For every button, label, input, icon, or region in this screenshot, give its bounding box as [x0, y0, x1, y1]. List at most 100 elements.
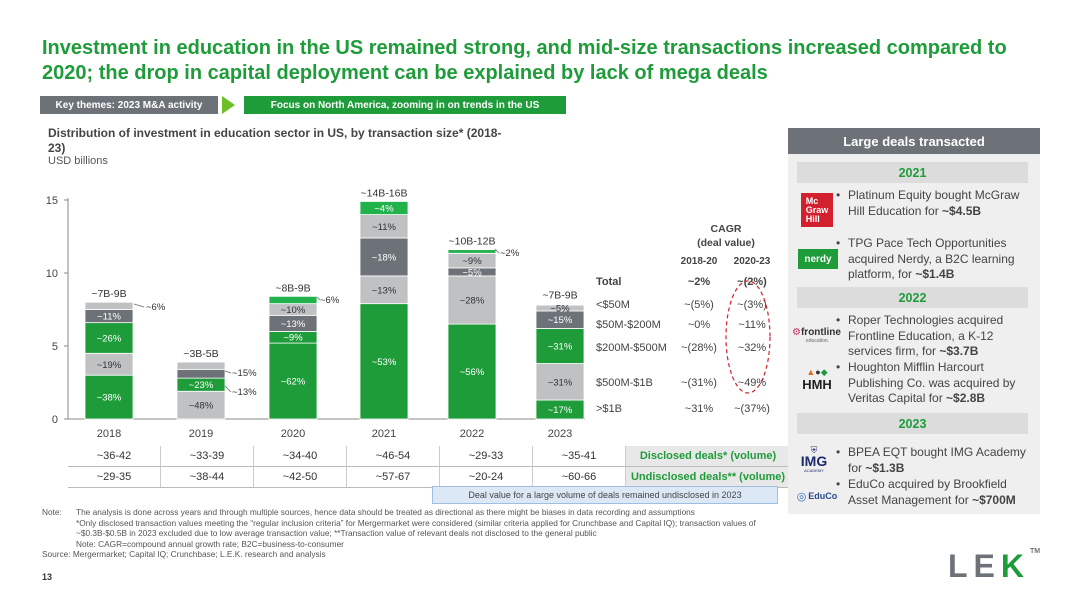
total-label: ~3B-5B [183, 348, 218, 360]
segment-label: ~11% [372, 222, 396, 233]
highlight-ellipse [725, 280, 771, 394]
bar-segment [359, 275, 409, 305]
segment-label: ~19% [97, 360, 122, 371]
y-tick-label: 15 [46, 195, 58, 207]
bar-segment [535, 304, 585, 312]
cagr-row-label: Total [596, 276, 621, 288]
segment-label: ~18% [372, 252, 397, 263]
bar-segment [268, 295, 318, 305]
deal-table-row-label: Undisclosed deals** (volume) [625, 466, 790, 488]
leader-line [494, 248, 500, 254]
educo-logo: ◎ EduCo [796, 490, 838, 503]
source-line: Source: Mergermarket; Capital IQ; Crunch… [42, 549, 326, 560]
deal-table-row: ~29-35 ~38-44 ~42-50 ~57-67 ~20-24 ~60-66 Undi… [68, 466, 790, 488]
segment-label: ~15% [548, 315, 573, 326]
cagr-row-label: >$1B [596, 403, 622, 415]
segment-label: ~23% [189, 380, 214, 391]
frontline-mark-icon: ⚙ [792, 327, 801, 338]
deal-table-cell: ~38-44 [160, 466, 254, 488]
y-tick-label: 5 [52, 341, 58, 353]
x-tick-label: 2020 [281, 428, 305, 440]
y-tick-label: 0 [52, 414, 58, 426]
x-tick-label: 2023 [548, 428, 572, 440]
segment-label: ~13% [372, 285, 397, 296]
undisclosed-callout: Deal value for a large volume of deals r… [432, 486, 778, 504]
total-label: ~7B-9B [542, 290, 577, 302]
deal-table-row-label: Disclosed deals* (volume) [625, 446, 790, 467]
cagr-value: ~(37%) [734, 403, 770, 415]
bar-segment [84, 374, 134, 420]
cagr-period: 2018-20 [681, 256, 718, 267]
segment-label: ~13% [281, 319, 306, 330]
segment-label: ~53% [372, 357, 397, 368]
tracker-step-focus: Focus on North America, zooming in on tr… [244, 96, 566, 114]
segment-label: ~5% [462, 267, 482, 278]
cagr-value: ~2% [688, 276, 711, 288]
total-label: ~14B-16B [361, 187, 408, 199]
x-tick-label: 2019 [189, 428, 213, 440]
deal-table-row: ~36-42 ~33-39 ~34-40 ~46-54 ~29-33 ~35-41 Disc… [68, 446, 790, 467]
segment-label: ~31% [548, 377, 573, 388]
segment-label-outside: ~6% [146, 302, 166, 313]
mcgraw-hill-logo: Mc Graw Hill [801, 193, 833, 227]
x-tick-label: 2022 [460, 428, 484, 440]
bar-segment [176, 361, 226, 370]
chart-units: USD billions [48, 155, 108, 167]
bar-segment [359, 201, 409, 216]
segment-label: ~11% [97, 312, 121, 323]
segment-label: ~9% [462, 256, 482, 267]
cagr-value: ~31% [685, 403, 714, 415]
cagr-row-label: $50M-$200M [596, 319, 661, 331]
deal-table-cell: ~20-24 [439, 466, 533, 488]
deal-table-cell: ~35-41 [532, 446, 626, 467]
year-header-2021: 2021 [797, 162, 1028, 183]
segment-label: ~48% [189, 401, 214, 412]
bar-segment [176, 368, 226, 379]
page-number: 13 [42, 572, 53, 582]
bar-segment [447, 249, 497, 254]
hmh-logo: ▲●◆ HMH [802, 367, 832, 393]
cagr-value: ~32% [738, 342, 767, 354]
globe-icon: ◎ [796, 490, 807, 503]
deal-item: Houghton Mifflin Harcourt Publishing Co.… [836, 360, 1038, 407]
note-line: *Only disclosed transaction values meeti… [76, 517, 756, 539]
segment-label: ~4% [374, 204, 394, 215]
cagr-period: 2020-23 [734, 256, 771, 267]
bar-segment [447, 323, 497, 420]
segment-label: ~38% [97, 393, 122, 404]
leader-line [133, 303, 145, 308]
deal-table-cell: ~46-54 [346, 446, 440, 467]
segment-label: ~56% [460, 367, 485, 378]
year-header-2022: 2022 [797, 287, 1028, 308]
total-label: ~7B-9B [91, 288, 126, 300]
cagr-value: ~(5%) [684, 299, 714, 311]
bar-segment [447, 275, 497, 325]
segment-label: ~9% [283, 333, 303, 344]
x-tick-label: 2018 [97, 428, 121, 440]
cagr-value: ~(28%) [681, 342, 717, 354]
cagr-row-label: <$50M [596, 299, 630, 311]
segment-label: ~5% [550, 304, 570, 315]
segment-label-outside: ~13% [232, 387, 257, 398]
cagr-value: ~0% [688, 319, 711, 331]
frontline-logo: ⚙frontline education. [792, 327, 841, 345]
slide-title: Investment in education in the US remain… [42, 37, 1007, 84]
bar-segment [359, 237, 409, 277]
segment-label-outside: ~6% [320, 295, 340, 306]
bar-segment [535, 328, 585, 364]
deal-item: Platinum Equity bought McGraw Hill Educa… [836, 188, 1038, 219]
note-line: The analysis is done across years and th… [76, 507, 695, 517]
lek-logo: LEKTM [948, 548, 1041, 584]
segment-label: ~17% [548, 405, 573, 416]
note-line: Note: CAGR=compound annual growth rate; … [76, 538, 344, 549]
cagr-header: CAGR [711, 223, 742, 235]
total-label: ~8B-9B [275, 282, 310, 294]
bar-segment [84, 301, 134, 310]
tracker-step-key-themes: Key themes: 2023 M&A activity [40, 96, 218, 114]
stacked-bar-chart: 0 5 10 15 2018 2019 2020 2021 2022 2023 ~38% ~19% ~2… [46, 187, 771, 440]
deal-volume-table: ~36-42 ~33-39 ~34-40 ~46-54 ~29-33 ~35-41 Disc… [68, 446, 790, 488]
note-key: Note: [42, 507, 62, 517]
segment-label: ~62% [281, 377, 306, 388]
crest-icon: ⛨ [810, 444, 818, 455]
cagr-header: (deal value) [697, 237, 755, 249]
